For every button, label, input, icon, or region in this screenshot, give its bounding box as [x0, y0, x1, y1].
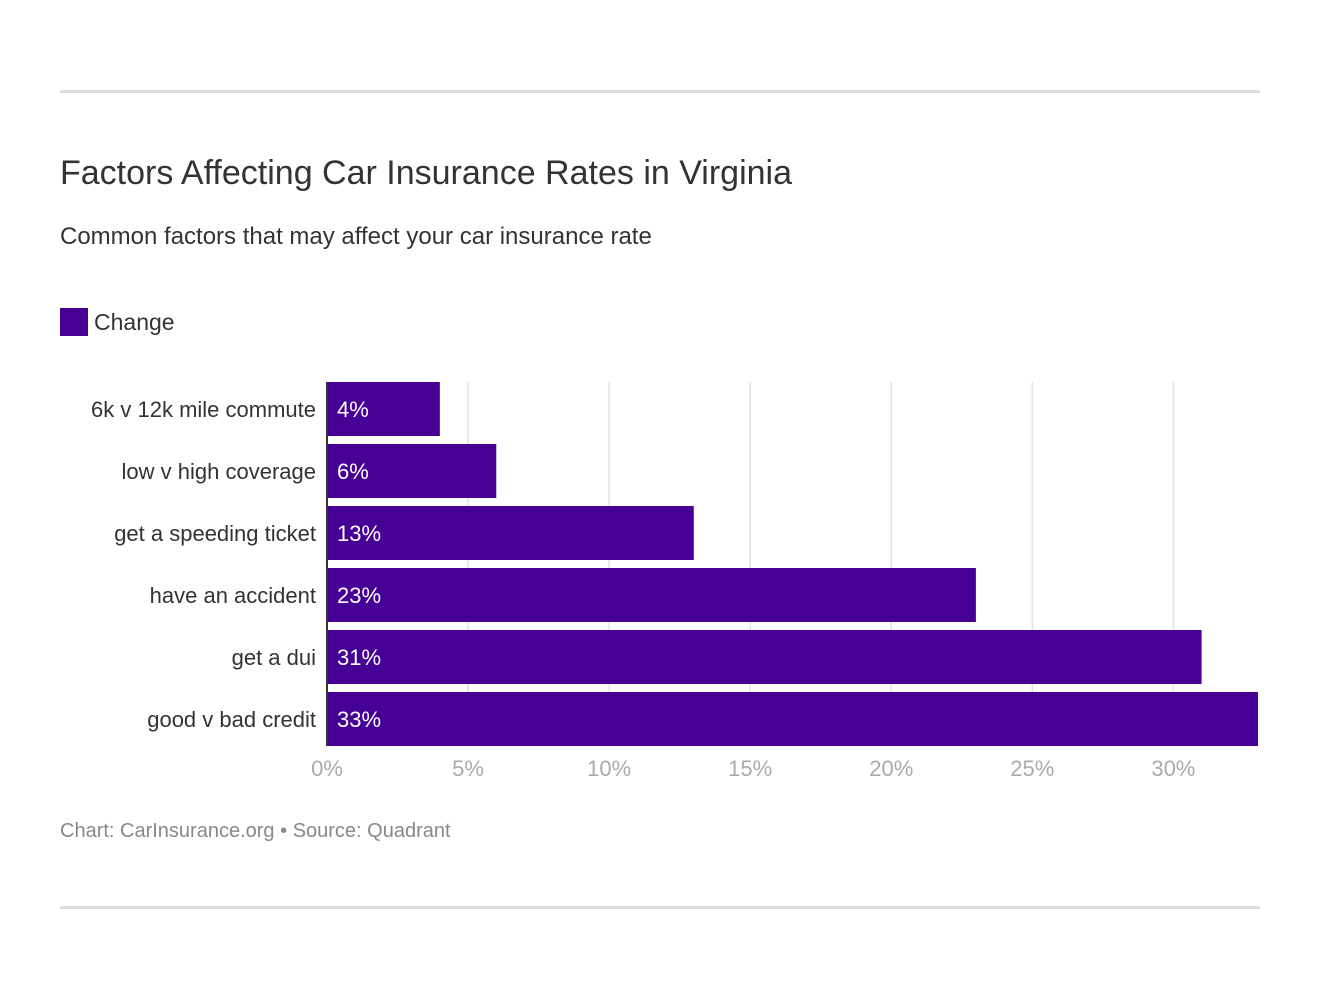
category-label: good v bad credit [147, 707, 316, 732]
x-tick-label: 10% [587, 756, 631, 781]
bar-value-label: 4% [337, 397, 369, 422]
bar [327, 444, 497, 498]
legend: Change [60, 308, 175, 336]
category-label: have an accident [150, 583, 316, 608]
legend-swatch [60, 308, 88, 336]
legend-label: Change [94, 308, 175, 335]
footer-separator: • [280, 820, 288, 842]
x-tick-label: 5% [452, 756, 484, 781]
bar [327, 506, 694, 560]
chart-footer: Chart: CarInsurance.org • Source: Quadra… [60, 820, 451, 843]
bottom-divider [60, 906, 1260, 909]
x-tick-label: 30% [1151, 756, 1195, 781]
bar [327, 568, 976, 622]
category-label: get a dui [232, 645, 316, 670]
chart-title: Factors Affecting Car Insurance Rates in… [60, 154, 792, 192]
category-label: low v high coverage [122, 459, 316, 484]
bar [327, 382, 440, 436]
x-tick-label: 20% [869, 756, 913, 781]
chart-subtitle: Common factors that may affect your car … [60, 223, 652, 250]
x-tick-label: 0% [311, 756, 343, 781]
chart-source: Source: Quadrant [292, 820, 451, 842]
bar-value-label: 23% [337, 583, 381, 608]
bar-value-label: 13% [337, 521, 381, 546]
bar [327, 692, 1258, 746]
bar [327, 630, 1202, 684]
top-divider [60, 90, 1260, 93]
x-tick-label: 15% [728, 756, 772, 781]
category-label: get a speeding ticket [114, 521, 316, 546]
bar-value-label: 33% [337, 707, 381, 732]
x-tick-label: 25% [1010, 756, 1054, 781]
bar-value-label: 6% [337, 459, 369, 484]
chart-credit: Chart: CarInsurance.org [60, 820, 275, 842]
bar-value-label: 31% [337, 645, 381, 670]
category-label: 6k v 12k mile commute [91, 397, 316, 422]
